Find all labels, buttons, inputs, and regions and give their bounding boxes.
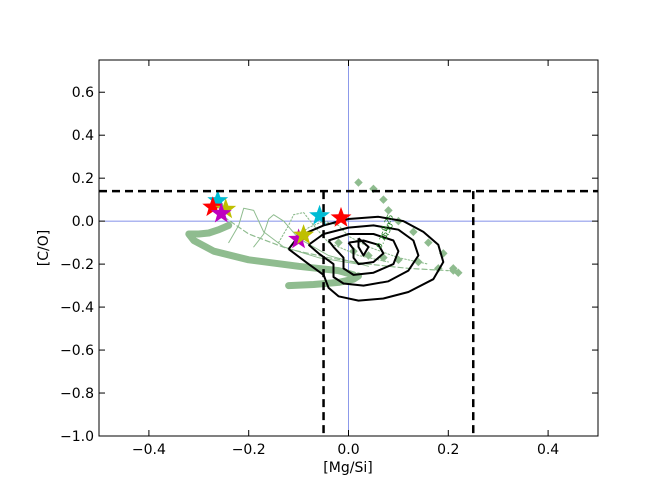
model-curve-2	[228, 207, 359, 265]
diamond-marker-0-0	[354, 178, 363, 187]
y-tick-label: 0.4	[72, 128, 94, 144]
x-tick-label: 0.2	[437, 442, 459, 458]
diamond-marker-1-2	[364, 251, 373, 260]
star-marker-0	[207, 189, 229, 210]
star-marker-7	[293, 224, 315, 244]
star-marker-1	[202, 196, 224, 217]
contour-1	[307, 224, 420, 287]
y-tick-label: −0.2	[60, 257, 94, 273]
diamond-marker-0-3	[384, 206, 393, 215]
diamond-marker-1-0	[334, 238, 343, 247]
model-curve-1	[285, 272, 362, 290]
x-tick-label: −0.4	[132, 442, 166, 458]
diamond-marker-0-6	[424, 238, 433, 247]
x-tick-label: 0.4	[537, 442, 559, 458]
star-marker-5	[330, 206, 352, 227]
y-tick-label: −0.6	[60, 343, 94, 359]
y-tick-label: −1.0	[60, 429, 94, 445]
star-marker-4	[309, 204, 330, 225]
y-axis-label: [C/O]	[36, 230, 52, 266]
y-tick-label: 0.6	[72, 85, 94, 101]
y-tick-label: −0.8	[60, 386, 94, 402]
star-marker-6	[288, 228, 310, 249]
model-curve-3	[253, 214, 369, 267]
star-marker-2	[215, 198, 237, 219]
y-tick-label: 0.0	[72, 214, 94, 230]
diamond-marker-0-2	[379, 195, 388, 204]
contour-2	[327, 233, 400, 276]
contour-3	[347, 239, 385, 266]
y-tick-label: −0.4	[60, 300, 94, 316]
x-tick-label: −0.2	[232, 442, 266, 458]
model-curve-6	[223, 216, 449, 272]
axis-layer: −0.4 −0.2 0.0 0.2 0.4 −1.0 −0.8 −0.6 −0.4 −0.2 0.0…	[60, 60, 598, 458]
plot-data-layer: 0.250.500.75	[99, 60, 598, 436]
diamond-marker-0-5	[409, 227, 418, 237]
x-tick-label: 0.0	[337, 442, 359, 458]
model-curve-0	[185, 221, 357, 279]
y-tick-label: 0.2	[72, 171, 94, 187]
model-curve-5	[293, 220, 429, 265]
diamond-marker-1-7	[449, 266, 458, 275]
star-marker-3	[210, 202, 232, 223]
x-axis-label: [Mg/Si]	[323, 460, 372, 476]
contour-4	[357, 237, 370, 257]
